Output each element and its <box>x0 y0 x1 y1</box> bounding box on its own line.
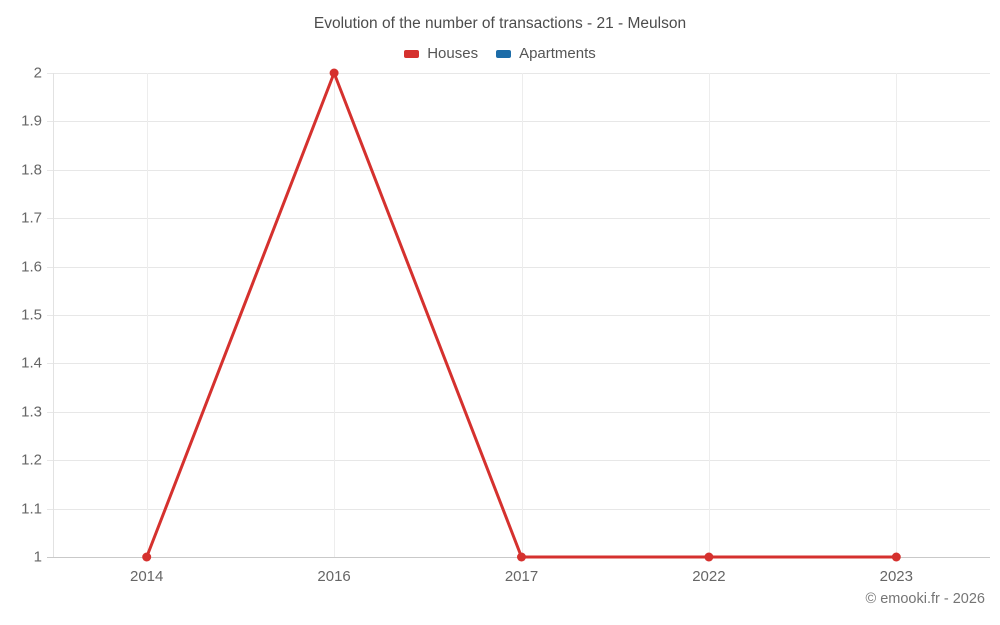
chart-title: Evolution of the number of transactions … <box>313 15 687 32</box>
y-axis-tick-label: 1.6 <box>21 258 42 276</box>
legend-swatch-icon <box>404 49 420 58</box>
y-axis-tick-label: 1.7 <box>21 209 42 227</box>
x-gridline <box>146 73 148 557</box>
y-gridline <box>47 363 990 365</box>
y-gridline <box>47 508 990 510</box>
x-gridline <box>334 73 336 557</box>
y-gridline <box>47 266 990 268</box>
houses-data-point-2014[interactable] <box>142 552 152 562</box>
y-axis-tick-label: 1.1 <box>21 500 42 518</box>
legend: Houses Apartments <box>0 45 1000 62</box>
y-axis-tick-label: 1.8 <box>21 161 42 179</box>
y-axis-tick-label: 1 <box>33 548 42 566</box>
y-gridline <box>47 218 990 220</box>
y-gridline <box>47 411 990 413</box>
x-gridline <box>708 73 710 557</box>
series-layer <box>142 68 901 562</box>
y-gridline <box>47 121 990 123</box>
houses-data-point-2016[interactable] <box>329 68 339 78</box>
plot-area: 1 1.1 1.2 1.3 1.4 1.5 1.6 1.7 1.8 1.9 2 2014 2016 201… <box>21 65 990 585</box>
legend-item-apartments[interactable]: Apartments <box>496 45 596 62</box>
houses-data-point-2022[interactable] <box>704 552 714 562</box>
y-axis-tick-label: 1.5 <box>21 306 42 324</box>
houses-series-line <box>145 71 897 559</box>
copyright-credit: © emooki.fr - 2026 <box>865 591 985 607</box>
y-axis-tick-label: 1.4 <box>21 354 42 372</box>
x-axis-tick-label: 2023 <box>879 568 913 585</box>
x-axis-tick-label: 2014 <box>130 568 164 585</box>
y-gridline <box>47 73 990 74</box>
x-gridline <box>521 73 523 557</box>
y-gridline <box>47 315 990 316</box>
y-gridline <box>47 460 990 462</box>
y-gridline <box>47 169 990 171</box>
x-axis-tick-label: 2017 <box>504 568 539 585</box>
y-axis-tick-label: 1.3 <box>21 403 42 421</box>
x-gridline <box>896 73 898 557</box>
y-axis-tick-label: 1.9 <box>21 112 42 130</box>
legend-label: Houses <box>427 45 479 62</box>
legend-label: Apartments <box>519 45 596 62</box>
x-axis-tick-label: 2022 <box>692 568 726 585</box>
houses-data-point-2017[interactable] <box>517 552 526 562</box>
x-axis-tick-label: 2016 <box>317 568 351 585</box>
houses-data-point-2023[interactable] <box>891 552 901 562</box>
y-axis-line <box>53 73 54 557</box>
y-axis-tick-label: 1.2 <box>21 451 42 469</box>
legend-swatch-icon <box>496 49 512 58</box>
y-axis-tick-label: 2 <box>33 64 42 82</box>
legend-item-houses[interactable]: Houses <box>404 45 478 62</box>
